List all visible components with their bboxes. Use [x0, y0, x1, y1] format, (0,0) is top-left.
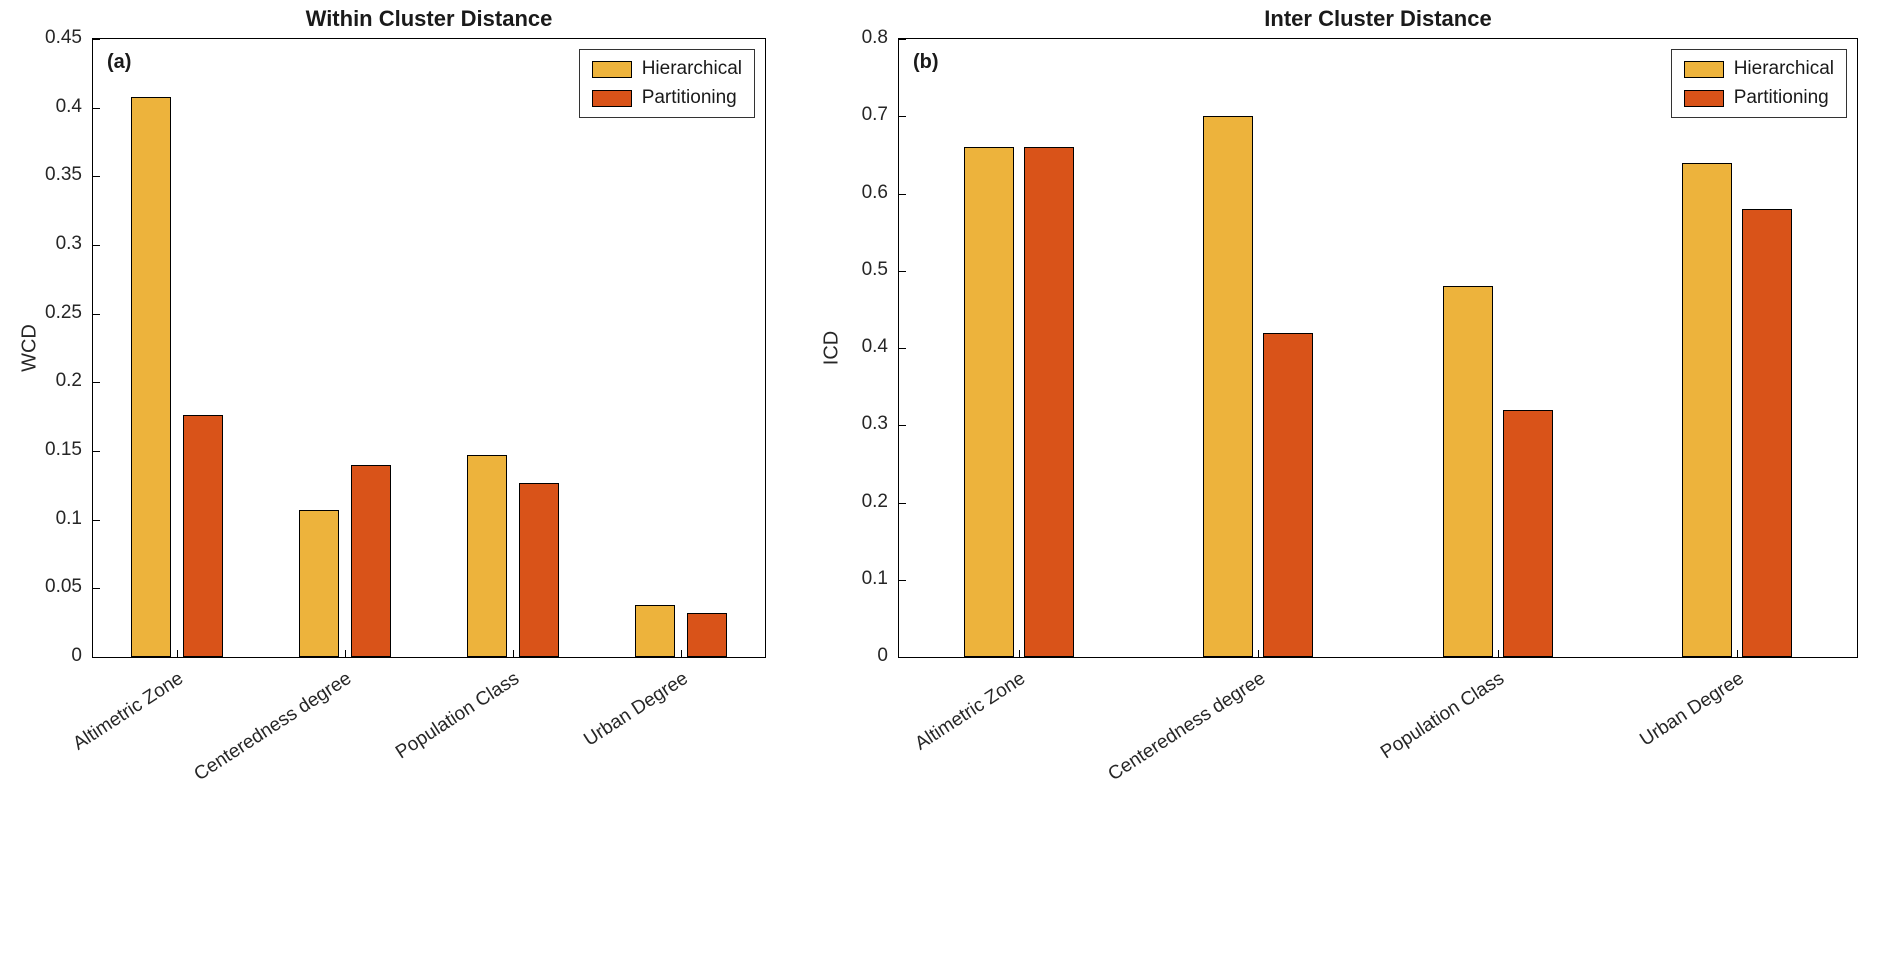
x-tick-label: Centeredness degree	[1103, 668, 1269, 786]
y-tick-mark	[899, 193, 906, 195]
bar-hierarchical-population-class	[467, 455, 507, 657]
y-tick-mark	[93, 245, 100, 246]
y-tick-mark	[899, 425, 906, 427]
legend-item-partitioning: Partitioning	[1683, 87, 1834, 109]
x-tick-mark	[681, 650, 682, 657]
legend-swatch-hierarchical	[591, 60, 632, 78]
legend-label: Hierarchical	[1733, 58, 1834, 79]
y-tick-mark	[93, 39, 100, 40]
legend-swatch-partitioning	[1683, 89, 1724, 107]
y-tick-mark	[93, 176, 100, 178]
plot-area: (a) Hierarchical Partitioning	[92, 38, 766, 658]
x-tick-label: Altimetric Zone	[69, 668, 188, 755]
bar-partitioning-urban-degree	[1742, 208, 1793, 657]
x-tick-label: Population Class	[392, 668, 524, 764]
y-tick-label: 0.1	[55, 507, 82, 529]
bar-hierarchical-population-class	[1442, 286, 1493, 657]
y-tick-mark	[899, 502, 906, 504]
y-tick-mark	[899, 39, 906, 40]
y-tick-mark	[93, 588, 100, 590]
legend-label: Partitioning	[1733, 87, 1829, 108]
y-tick-label: 0.45	[45, 27, 82, 48]
y-tick-mark	[93, 451, 100, 452]
legend-label: Partitioning	[641, 87, 737, 108]
panel-label: (b)	[913, 51, 939, 73]
bar-partitioning-urban-degree	[687, 613, 727, 657]
x-tick-label: Altimetric Zone	[911, 668, 1030, 755]
y-tick-label: 0.5	[861, 258, 888, 280]
chart-title: Inter Cluster Distance	[1264, 6, 1492, 31]
y-tick-label: 0.1	[861, 567, 888, 589]
x-tick-mark	[1258, 650, 1260, 657]
legend-swatch-hierarchical	[1683, 60, 1724, 78]
bar-hierarchical-urban-degree	[1682, 162, 1733, 657]
plot-area: (b) Hierarchical Partitioning	[898, 38, 1858, 658]
x-tick-mark	[1018, 650, 1020, 657]
y-tick-label: 0.3	[861, 413, 888, 435]
x-tick-label: Centeredness degree	[190, 668, 356, 786]
x-tick-mark	[513, 650, 514, 657]
bar-hierarchical-centeredness-degree	[1203, 116, 1254, 657]
legend-swatch-partitioning	[591, 89, 632, 107]
y-tick-mark	[899, 270, 906, 272]
y-tick-label: 0.6	[861, 181, 888, 203]
bar-partitioning-centeredness-degree	[351, 464, 391, 657]
x-tick-label: Population Class	[1377, 668, 1509, 764]
x-tick-mark	[345, 650, 346, 657]
bar-hierarchical-centeredness-degree	[299, 510, 339, 657]
bar-hierarchical-altimetric-zone	[131, 96, 171, 657]
bar-hierarchical-urban-degree	[635, 604, 675, 657]
legend-item-partitioning: Partitioning	[591, 87, 742, 109]
bar-partitioning-centeredness-degree	[1263, 332, 1314, 657]
panel-within-cluster-distance: Within Cluster Distance WCD (a) Hierarch…	[0, 0, 800, 962]
bar-partitioning-altimetric-zone	[1023, 147, 1074, 657]
y-tick-mark	[93, 519, 100, 521]
y-tick-label: 0.25	[45, 301, 82, 323]
y-tick-label: 0.4	[861, 336, 888, 357]
x-tick-mark	[1737, 650, 1739, 657]
y-axis-label: ICD	[820, 330, 843, 366]
y-axis-label: WCD	[18, 324, 41, 372]
legend-item-hierarchical: Hierarchical	[1683, 58, 1834, 80]
y-tick-label: 0.35	[45, 164, 82, 186]
y-tick-label: 0.2	[861, 490, 888, 512]
y-tick-label: 0.15	[45, 439, 82, 460]
y-tick-label: 0	[877, 645, 888, 666]
y-tick-label: 0.2	[55, 370, 82, 392]
bar-hierarchical-altimetric-zone	[963, 147, 1014, 657]
panel-label: (a)	[107, 51, 132, 73]
y-tick-mark	[93, 313, 100, 315]
legend: Hierarchical Partitioning	[1670, 49, 1847, 118]
panel-inter-cluster-distance: Inter Cluster Distance ICD (b) Hierarchi…	[800, 0, 1892, 962]
y-tick-mark	[899, 579, 906, 581]
chart-title: Within Cluster Distance	[305, 6, 553, 31]
legend: Hierarchical Partitioning	[578, 49, 755, 118]
y-tick-mark	[93, 107, 100, 109]
y-tick-label: 0.7	[861, 104, 888, 126]
legend-item-hierarchical: Hierarchical	[591, 58, 742, 80]
y-tick-label: 0.05	[45, 576, 82, 598]
y-tick-mark	[899, 348, 906, 349]
x-tick-label: Urban Degree	[1636, 668, 1748, 751]
legend-label: Hierarchical	[641, 58, 742, 79]
x-tick-mark	[1497, 650, 1499, 657]
y-tick-label: 0.8	[861, 27, 888, 48]
y-tick-mark	[93, 382, 100, 384]
y-tick-label: 0	[71, 645, 82, 666]
bar-partitioning-population-class	[1502, 409, 1553, 657]
bar-partitioning-population-class	[519, 482, 559, 657]
x-tick-label: Urban Degree	[579, 668, 692, 751]
x-tick-mark	[177, 650, 178, 657]
y-tick-label: 0.4	[55, 95, 82, 117]
y-tick-mark	[899, 116, 906, 118]
y-tick-label: 0.3	[55, 233, 82, 254]
bar-partitioning-altimetric-zone	[183, 415, 223, 657]
